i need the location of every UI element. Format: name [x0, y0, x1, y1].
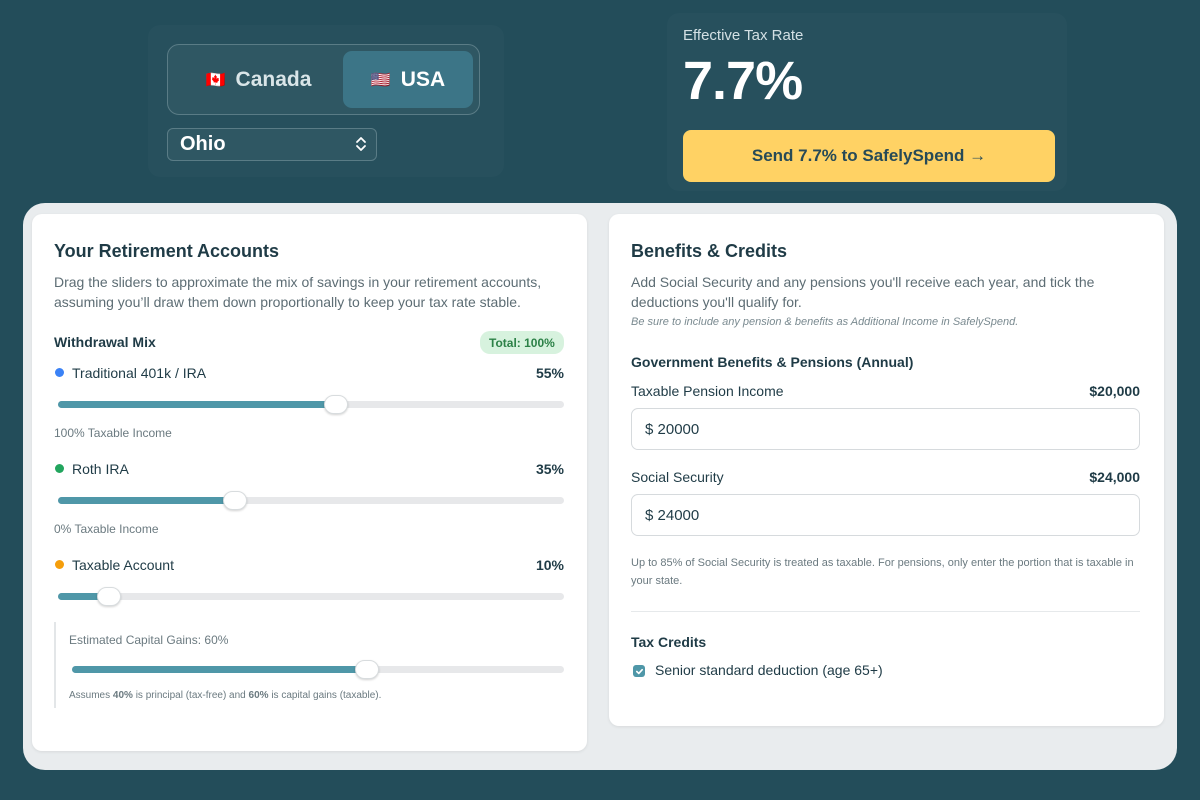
- country-label: Canada: [235, 67, 312, 91]
- checkmark-icon: [635, 668, 643, 674]
- slider-fill: [58, 497, 236, 504]
- capital-gains-note: Assumes 40% is principal (tax-free) and …: [69, 690, 381, 701]
- slider-thumb[interactable]: [324, 395, 349, 414]
- pension-label: Taxable Pension Income: [631, 383, 784, 399]
- benefits-note: Up to 85% of Social Security is treated …: [631, 557, 1134, 587]
- capital-gains-box: [54, 622, 566, 708]
- state-select[interactable]: Ohio: [167, 128, 377, 161]
- slider-fill: [72, 666, 368, 673]
- account-label-traditional: Traditional 401k / IRA: [72, 365, 207, 381]
- benefits-hint: Be sure to include any pension & benefit…: [631, 316, 1019, 328]
- note-text: is principal (tax-free) and: [132, 690, 249, 701]
- capital-gains-label: Estimated Capital Gains: 60%: [69, 633, 229, 647]
- slider-taxable[interactable]: [58, 587, 564, 606]
- retirement-card: [32, 214, 587, 751]
- slider-fill: [58, 401, 337, 408]
- social-security-label: Social Security: [631, 469, 724, 485]
- benefits-description: Add Social Security and any pensions you…: [631, 274, 1095, 310]
- account-label-taxable: Taxable Account: [72, 557, 174, 573]
- principal-pct: 40%: [112, 690, 133, 701]
- country-toggle: 🇨🇦 Canada 🇺🇸 USA: [167, 44, 480, 115]
- rate-label: Effective Tax Rate: [683, 27, 804, 44]
- state-value: Ohio: [180, 133, 226, 155]
- account-pct-roth: 35%: [535, 461, 564, 477]
- benefits-section-title: Government Benefits & Pensions (Annual): [631, 354, 914, 370]
- pension-display: $20,000: [1089, 383, 1140, 399]
- tax-credits-title: Tax Credits: [631, 634, 707, 650]
- chevron-up-down-icon: [356, 137, 366, 151]
- account-pct-taxable: 10%: [535, 557, 564, 573]
- divider: [631, 611, 1140, 612]
- pension-input[interactable]: $ 20000: [631, 408, 1140, 450]
- social-security-input[interactable]: $ 24000: [631, 494, 1140, 536]
- withdrawal-mix-label: Withdrawal Mix: [54, 334, 156, 350]
- account-dot-taxable: [55, 560, 64, 569]
- country-option-usa[interactable]: 🇺🇸 USA: [343, 51, 473, 108]
- benefits-title: Benefits & Credits: [631, 241, 788, 261]
- account-dot-traditional: [55, 368, 64, 377]
- slider-thumb[interactable]: [223, 491, 248, 510]
- rate-value: 7.7%: [683, 51, 803, 111]
- account-note-roth: 0% Taxable Income: [54, 522, 159, 536]
- account-pct-traditional: 55%: [535, 365, 564, 381]
- country-label: USA: [400, 67, 446, 91]
- slider-thumb[interactable]: [96, 587, 121, 606]
- senior-deduction-checkbox[interactable]: [633, 665, 645, 677]
- slider-fill: [58, 593, 109, 600]
- social-security-display: $24,000: [1089, 469, 1140, 485]
- retirement-title: Your Retirement Accounts: [54, 241, 280, 261]
- note-text: is capital gains (taxable).: [268, 690, 382, 701]
- slider-traditional[interactable]: [58, 395, 564, 414]
- note-text: Assumes: [69, 690, 113, 701]
- account-dot-roth: [55, 464, 64, 473]
- slider-thumb[interactable]: [355, 660, 380, 679]
- slider-roth[interactable]: [58, 491, 564, 510]
- account-label-roth: Roth IRA: [72, 461, 129, 477]
- benefits-card: [609, 214, 1164, 726]
- account-note-traditional: 100% Taxable Income: [54, 426, 172, 440]
- gains-pct: 60%: [248, 690, 269, 701]
- slider-capital-gains[interactable]: [72, 660, 564, 679]
- send-to-safelyspend-button[interactable]: Send 7.7% to SafelySpend →: [683, 130, 1055, 182]
- senior-deduction-label: Senior standard deduction (age 65+): [655, 662, 883, 678]
- usa-flag-icon: 🇺🇸: [370, 71, 391, 89]
- canada-flag-icon: 🇨🇦: [205, 71, 226, 89]
- total-badge: Total: 100%: [480, 331, 564, 354]
- retirement-description: Drag the sliders to approximate the mix …: [54, 274, 542, 310]
- country-option-canada[interactable]: 🇨🇦 Canada: [176, 51, 341, 108]
